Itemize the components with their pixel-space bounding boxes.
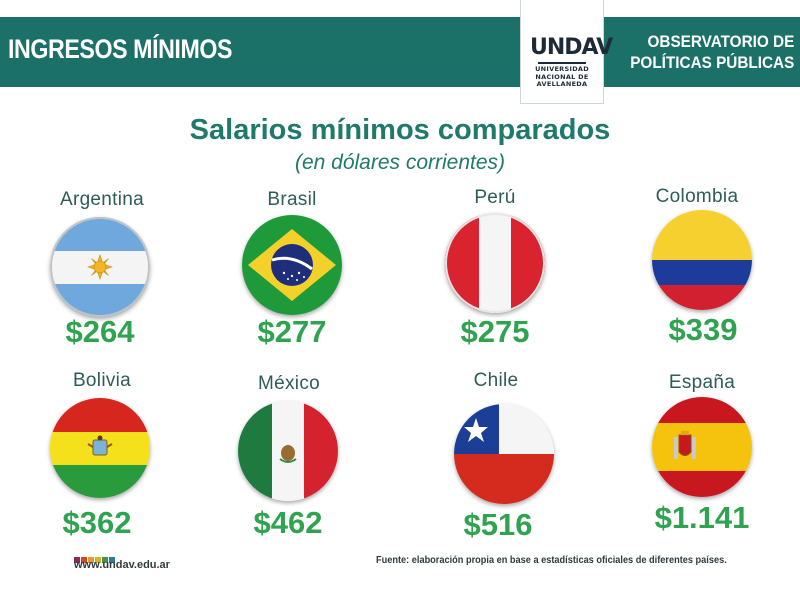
undav-logo-subtitle: UNIVERSIDAD NACIONAL DE AVELLANEDA: [525, 65, 599, 89]
country-name-brasil: Brasil: [267, 189, 317, 210]
spain-flag-icon: [652, 397, 752, 497]
salary-value-peru: $275: [460, 314, 530, 349]
organization-line-2: POLÍTICAS PÚBLICAS: [629, 53, 794, 72]
logo-sub-line-2: NACIONAL DE: [535, 72, 589, 81]
peru-flag-icon: [445, 213, 545, 313]
website-link[interactable]: www.undav.edu.ar: [74, 559, 170, 571]
country-name-colombia: Colombia: [655, 186, 739, 207]
color-dot: [102, 557, 108, 563]
country-name-mexico: México: [258, 373, 320, 394]
salary-value-espana: $1.141: [654, 500, 750, 535]
salary-value-brasil: $277: [257, 314, 327, 349]
bolivia-flag-icon: [50, 398, 150, 498]
salary-value-argentina: $264: [65, 314, 135, 349]
color-dot: [109, 557, 115, 563]
source-note: Fuente: elaboración propia en base a est…: [376, 555, 727, 566]
color-dot: [88, 557, 94, 563]
chile-flag-icon: [454, 404, 554, 504]
color-dot: [81, 557, 87, 563]
undav-logo-text: UNDAV: [530, 35, 613, 60]
salary-value-chile: $516: [463, 507, 533, 542]
organization-name: OBSERVATORIO DE POLÍTICAS PÚBLICAS: [630, 31, 794, 73]
infographic-title: Salarios mínimos comparados: [189, 114, 611, 146]
country-name-chile: Chile: [473, 370, 519, 391]
infographic-subtitle: (en dólares corrientes): [294, 151, 506, 174]
color-dot: [95, 557, 101, 563]
undav-logo-mark: UNDAV: [530, 36, 613, 64]
colombia-flag-icon: [652, 210, 752, 310]
page-title: INGRESOS MÍNIMOS: [8, 34, 233, 64]
organization-line-1: OBSERVATORIO DE: [647, 32, 794, 51]
logo-sub-line-3: AVELLANEDA: [536, 80, 588, 88]
undav-logo[interactable]: UNDAV UNIVERSIDAD NACIONAL DE AVELLANEDA: [520, 0, 613, 104]
country-name-argentina: Argentina: [59, 189, 145, 210]
argentina-flag-icon: [50, 217, 150, 317]
country-name-espana: España: [668, 372, 736, 393]
country-name-bolivia: Bolivia: [72, 370, 132, 391]
country-name-peru: Perú: [474, 187, 516, 208]
header-bar: [0, 17, 800, 87]
salary-value-colombia: $339: [668, 312, 738, 347]
salary-value-mexico: $462: [253, 505, 323, 540]
color-dot: [74, 557, 80, 563]
brand-color-dots: [74, 550, 116, 563]
salary-value-bolivia: $362: [62, 505, 132, 540]
mexico-flag-icon: [238, 401, 338, 501]
logo-sub-line-1: UNIVERSIDAD: [535, 65, 589, 73]
brazil-flag-icon: [242, 215, 342, 315]
